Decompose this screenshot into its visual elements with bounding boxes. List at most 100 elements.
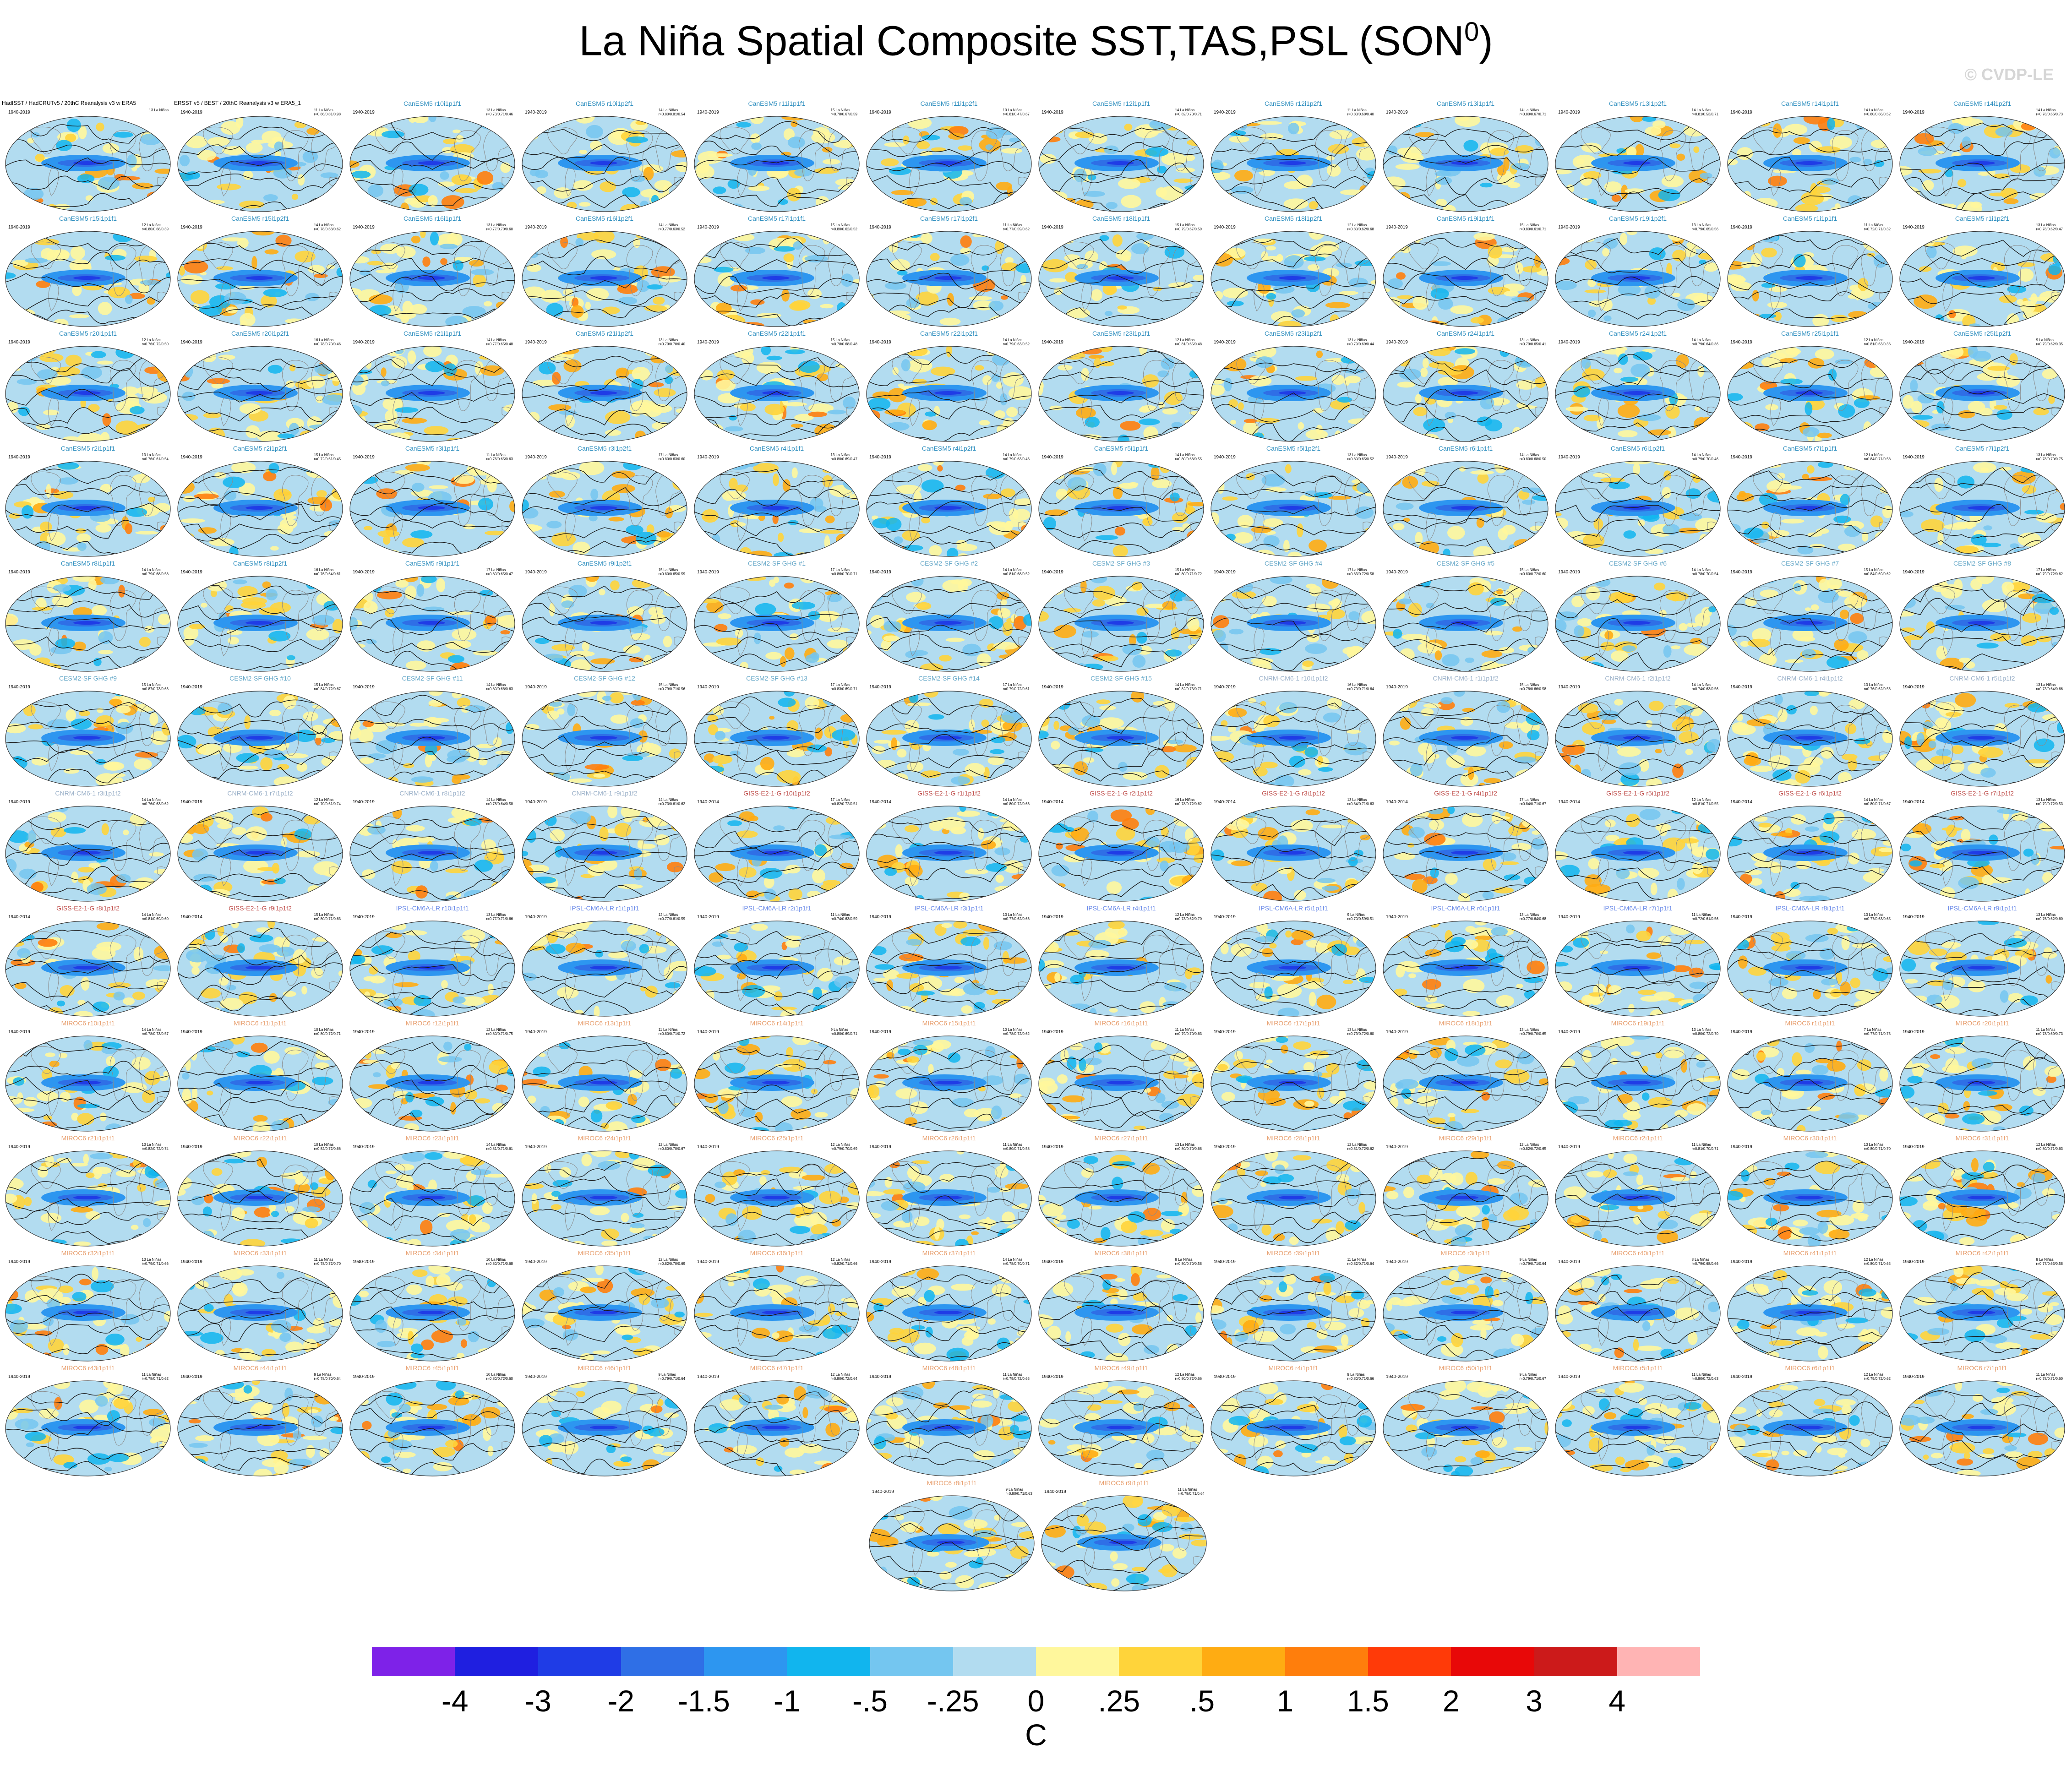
panel-stats: 14 La Niñas r=0.77/0.65/0.48 (486, 338, 513, 346)
anomaly-patch (1834, 639, 1849, 651)
psl-contour (1211, 634, 1376, 652)
psl-contour (1555, 700, 1720, 718)
panel-stats: 13 La Niñas r=0.78/0.62/0.47 (2036, 223, 2063, 231)
anomaly-patch (874, 582, 898, 588)
anomaly-patch (921, 517, 930, 523)
panel-stats: 15 La Niñas r=0.72/0.61/0.45 (314, 453, 341, 461)
anomaly-patch (39, 521, 52, 533)
anomaly-patch (1994, 405, 2007, 410)
anomaly-patch (761, 346, 771, 355)
psl-contour (694, 237, 859, 258)
composite-map (1899, 116, 2065, 212)
panel-title: CanESM5 r4i1p2f1 (921, 445, 976, 452)
anomaly-patch (561, 472, 581, 480)
anomaly-patch (19, 868, 37, 879)
composite-map (5, 461, 171, 557)
psl-contour (1039, 175, 1204, 194)
psl-contour (5, 866, 170, 885)
cold-tongue-center (73, 276, 101, 280)
coastline (1753, 356, 1783, 384)
anomaly-patch (907, 359, 932, 373)
anomaly-patch (77, 542, 87, 551)
panel-stat-line: r=0.78/0.66/0.73 (2036, 112, 2063, 116)
coastline (909, 283, 920, 311)
anomaly-patch (1365, 583, 1376, 597)
panel-period: 1940-2019 (180, 110, 202, 115)
panel-period: 1940-2019 (869, 570, 891, 575)
anomaly-patch (1325, 302, 1351, 309)
coastline (1753, 586, 1783, 614)
panel-period: 1940-2019 (1041, 570, 1063, 575)
composite-map (1727, 231, 1893, 327)
anomaly-patch (1708, 307, 1719, 311)
psl-contour (350, 392, 515, 406)
anomaly-patch (1211, 300, 1218, 307)
anomaly-patch (126, 507, 147, 517)
panel-period: 1940-2019 (1730, 340, 1752, 345)
panel-stat-line: r=0.78/0.70/0.54 (1691, 572, 1719, 576)
composite-map (177, 461, 343, 557)
anomaly-patch (1861, 532, 1869, 542)
anomaly-patch (23, 704, 36, 716)
anomaly-patch (429, 485, 448, 489)
cold-tongue-center (762, 276, 790, 280)
anomaly-patch (1396, 272, 1406, 280)
anomaly-patch (1309, 231, 1325, 240)
anomaly-patch (2029, 193, 2050, 200)
anomaly-patch (1618, 354, 1628, 365)
anomaly-patch (1728, 134, 1737, 142)
anomaly-patch (1848, 757, 1857, 771)
anomaly-patch (1077, 667, 1084, 671)
anomaly-patch (1900, 700, 1906, 708)
anomaly-patch (1903, 395, 1914, 409)
anomaly-patch (1792, 628, 1814, 642)
anomaly-patch (1874, 240, 1881, 253)
map-border (1899, 231, 2065, 327)
anomaly-patch (889, 167, 911, 175)
panel-period: 1940-2019 (697, 570, 719, 575)
anomaly-patch (9, 234, 26, 243)
panel-period: 1940-2019 (1730, 685, 1752, 690)
anomaly-patch (1581, 722, 1605, 735)
anomaly-patch (443, 138, 457, 144)
anomaly-patch (147, 298, 155, 305)
anomaly-patch (440, 244, 458, 249)
anomaly-patch (807, 744, 827, 752)
anomaly-patch (1364, 473, 1376, 480)
psl-contour (694, 522, 859, 536)
composite-map (177, 116, 343, 212)
anomaly-patch (1821, 746, 1834, 759)
psl-contour (350, 617, 515, 635)
anomaly-patch (1900, 664, 1916, 671)
panel-period: 1940-2019 (697, 225, 719, 230)
anomaly-patch (1468, 582, 1484, 596)
coastline (1408, 241, 1439, 269)
anomaly-patch (1090, 576, 1107, 583)
anomaly-patch (1653, 461, 1673, 465)
map-panel: CanESM5 r8i1p1f1 1940-2019 14 La Niñas r=0.… (2, 560, 174, 674)
anomaly-patch (1399, 598, 1412, 605)
anomaly-patch (31, 757, 49, 766)
panel-stat-line: 12 La Niñas (1864, 453, 1884, 457)
psl-contour (694, 141, 859, 158)
anomaly-patch (1561, 744, 1585, 755)
anomaly-patch (1527, 730, 1540, 741)
anomaly-patch (1043, 517, 1056, 531)
anomaly-patch (28, 724, 44, 730)
anomaly-patch (374, 422, 400, 430)
psl-contour (1039, 159, 1204, 177)
panel-stat-line: r=0.84/0.69/0.62 (1864, 572, 1891, 576)
anomaly-patch (1415, 532, 1423, 545)
anomaly-patch (1734, 198, 1751, 212)
anomaly-patch (1685, 749, 1693, 755)
anomaly-patch (579, 149, 588, 154)
coastline (109, 820, 136, 871)
anomaly-patch (270, 546, 279, 551)
coastline (565, 512, 576, 541)
psl-contour (5, 737, 170, 753)
panel-stat-line: r=0.79/0.64/0.36 (1691, 342, 1719, 346)
anomaly-patch (1587, 662, 1604, 671)
psl-contour (178, 604, 343, 621)
anomaly-patch (1693, 146, 1700, 153)
anomaly-patch (2034, 738, 2055, 752)
